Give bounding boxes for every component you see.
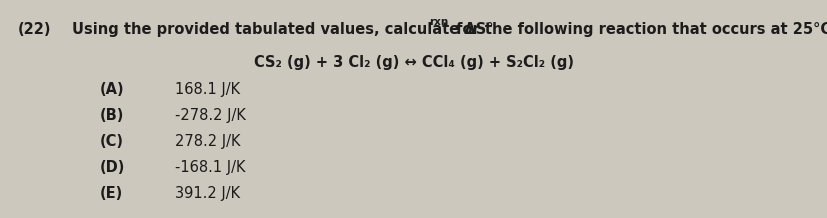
Text: 391.2 J/K: 391.2 J/K xyxy=(174,186,240,201)
Text: Using the provided tabulated values, calculate ΔS°: Using the provided tabulated values, cal… xyxy=(72,22,493,37)
Text: (E): (E) xyxy=(100,186,123,201)
Text: -168.1 J/K: -168.1 J/K xyxy=(174,160,245,175)
Text: (22): (22) xyxy=(18,22,51,37)
Text: for the following reaction that occurs at 25°C:: for the following reaction that occurs a… xyxy=(451,22,827,37)
Text: rxn: rxn xyxy=(428,17,447,27)
Text: 168.1 J/K: 168.1 J/K xyxy=(174,82,240,97)
Text: (D): (D) xyxy=(100,160,125,175)
Text: (C): (C) xyxy=(100,134,124,149)
Text: (A): (A) xyxy=(100,82,125,97)
Text: (B): (B) xyxy=(100,108,124,123)
Text: 278.2 J/K: 278.2 J/K xyxy=(174,134,240,149)
Text: CS₂ (g) + 3 Cl₂ (g) ↔ CCl₄ (g) + S₂Cl₂ (g): CS₂ (g) + 3 Cl₂ (g) ↔ CCl₄ (g) + S₂Cl₂ (… xyxy=(254,55,573,70)
Text: -278.2 J/K: -278.2 J/K xyxy=(174,108,246,123)
